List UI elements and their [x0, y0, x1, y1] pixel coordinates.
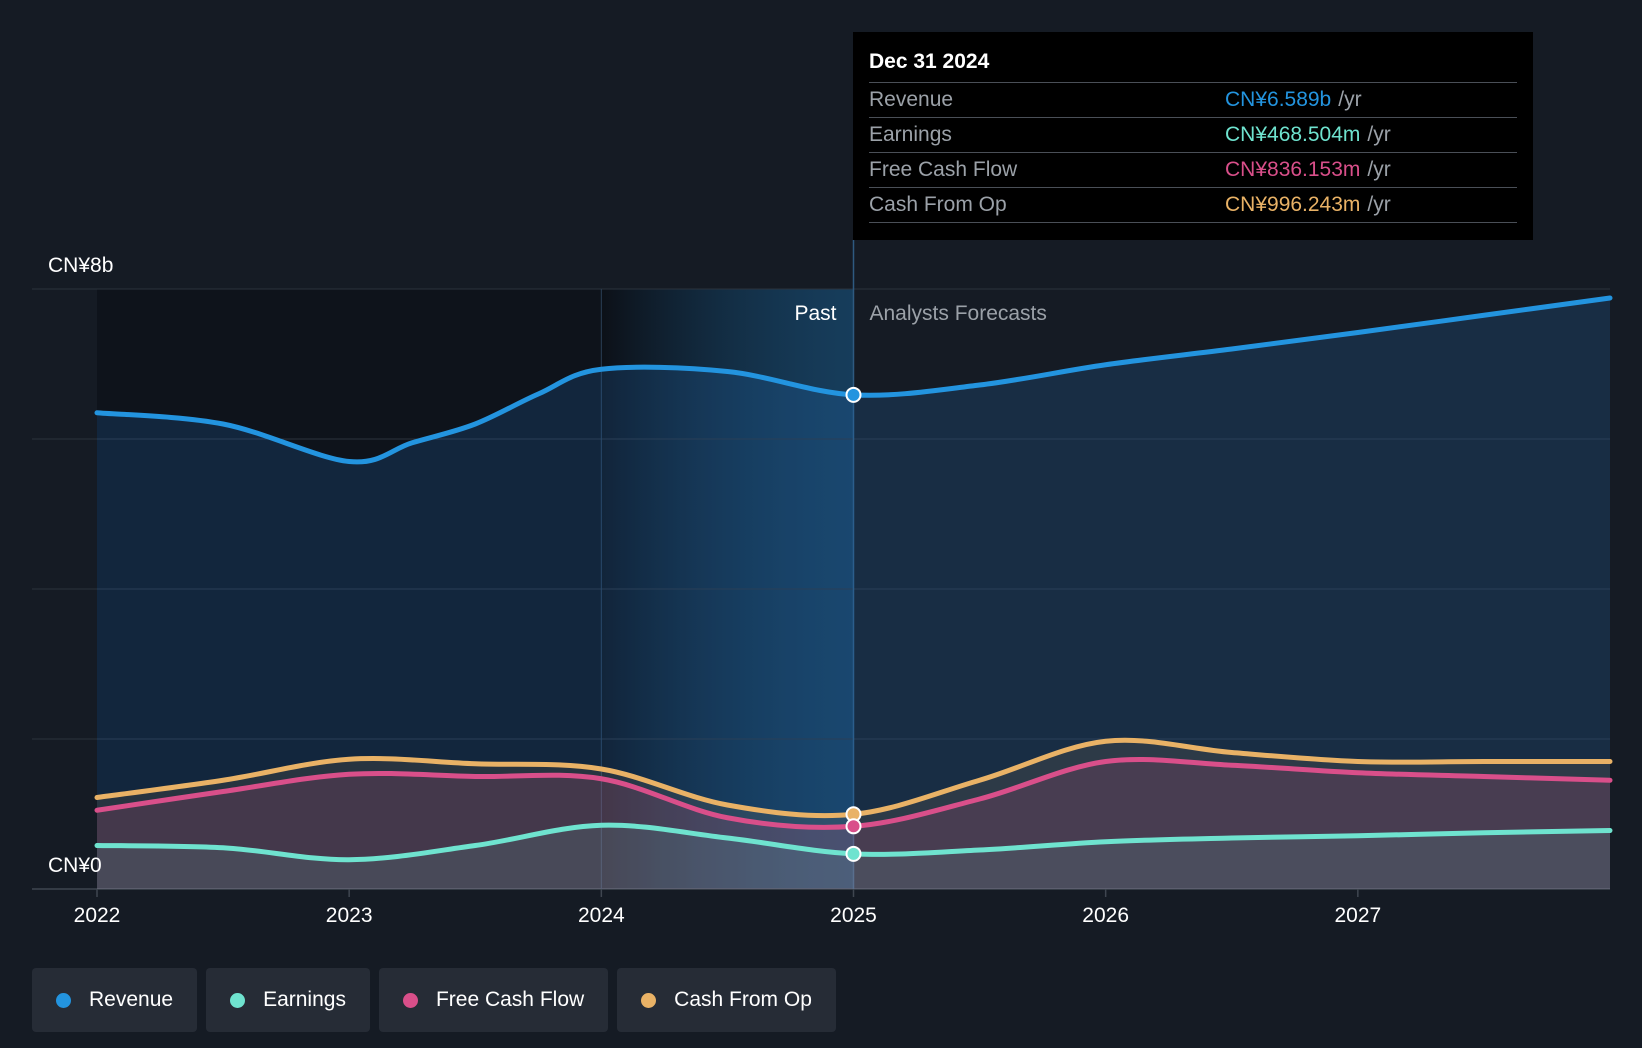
legend-item-earnings[interactable]: Earnings [206, 968, 370, 1032]
tooltip-row-cash-from-op: Cash From Op CN¥996.243m /yr [869, 187, 1517, 223]
series-markers [845, 386, 862, 862]
tooltip-label: Earnings [869, 123, 952, 146]
tooltip-label: Free Cash Flow [869, 158, 1018, 181]
legend-label: Cash From Op [674, 988, 812, 1011]
legend-item-cash-from-op[interactable]: Cash From Op [617, 968, 836, 1032]
legend-item-free-cash-flow[interactable]: Free Cash Flow [378, 968, 609, 1032]
tooltip-value: CN¥836.153m [1225, 158, 1361, 181]
legend: Revenue Earnings Free Cash Flow Cash Fro… [32, 968, 836, 1032]
forecast-label: Analysts Forecasts [870, 302, 1047, 325]
revenue-line [94, 295, 1613, 465]
x-tick-label: 2023 [326, 904, 373, 927]
tooltip-row-free-cash-flow: Free Cash Flow CN¥836.153m /yr [869, 152, 1517, 187]
tooltip: Dec 31 2024 Revenue CN¥6.589b /yr Earnin… [853, 32, 1533, 240]
tooltip-value: CN¥468.504m [1225, 123, 1361, 146]
tooltip-value: CN¥6.589b [1225, 88, 1332, 111]
tooltip-label: Revenue [869, 88, 954, 111]
free-cash-flow-marker [845, 818, 862, 835]
tooltip-unit: /yr [1367, 193, 1391, 216]
x-tick-label: 2024 [578, 904, 625, 927]
legend-label: Revenue [89, 988, 174, 1011]
x-tick-label: 2027 [1334, 904, 1381, 927]
tooltip-unit: /yr [1367, 123, 1391, 146]
tooltip-value: CN¥996.243m [1225, 193, 1361, 216]
tooltip-row-earnings: Earnings CN¥468.504m /yr [869, 117, 1517, 152]
x-tick-label: 2026 [1082, 904, 1129, 927]
chart-labels: CN¥8b CN¥0 2022 2023 2024 2025 2026 2027 Past Ana… [48, 254, 1381, 927]
legend-item-revenue[interactable]: Revenue [32, 968, 198, 1032]
tooltip-date: Dec 31 2024 [869, 50, 990, 73]
revenue-area [97, 298, 1610, 889]
legend-label: Free Cash Flow [435, 988, 585, 1011]
tooltip-unit: /yr [1338, 88, 1362, 111]
legend-label: Earnings [263, 988, 346, 1011]
tooltip-label: Cash From Op [869, 193, 1007, 216]
x-tick-label: 2025 [830, 904, 877, 927]
y-axis-top-label: CN¥8b [48, 254, 113, 277]
legend-dot-icon [641, 992, 657, 1008]
revenue-marker [845, 386, 862, 403]
x-tick-label: 2022 [74, 904, 121, 927]
legend-dot-icon [230, 992, 246, 1008]
free-cash-flow-area [97, 759, 1610, 889]
tooltip-unit: /yr [1367, 158, 1391, 181]
y-axis-bottom-label: CN¥0 [48, 854, 102, 877]
legend-dot-icon [56, 992, 71, 1008]
past-label: Past [794, 302, 836, 325]
gridlines [32, 240, 1610, 890]
tooltip-row-revenue: Revenue CN¥6.589b /yr [869, 82, 1517, 117]
legend-dot-icon [402, 992, 418, 1008]
earnings-marker [845, 845, 862, 862]
